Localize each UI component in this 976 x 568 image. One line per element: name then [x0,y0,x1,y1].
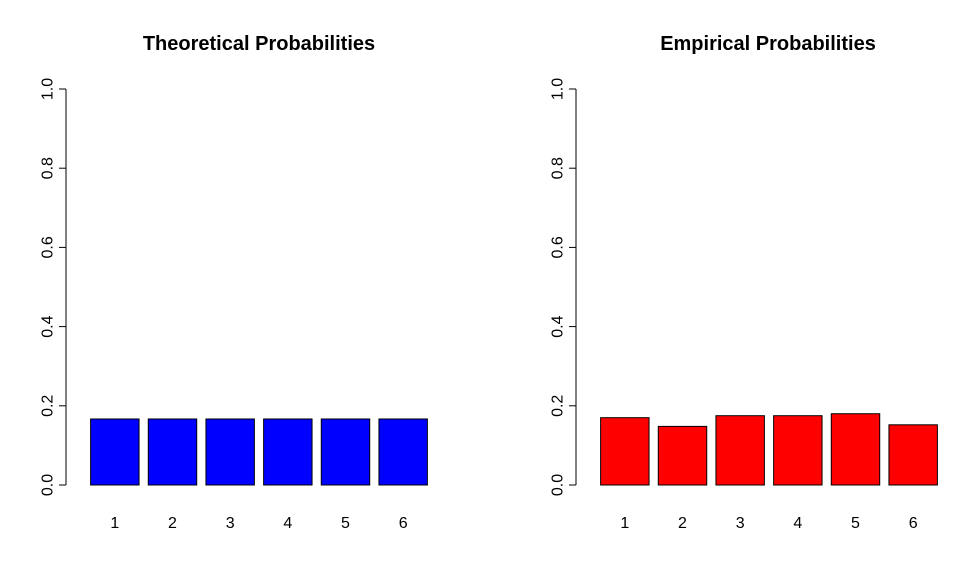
chart-title: Empirical Probabilities [660,33,876,55]
empirical-probabilities-chart: Empirical Probabilities 0.0 0.2 0.4 0.6 0.8 1.… [550,33,938,532]
y-tick-label: 0.4 [40,315,57,337]
y-tick-label: 0.0 [550,474,567,496]
y-tick-label: 0.6 [40,236,57,258]
x-tick-label: 2 [678,515,687,532]
bar-2 [147,418,198,486]
bar-4 [773,415,823,486]
x-tick-label: 1 [110,515,119,532]
bar-1 [600,417,650,486]
bar-2 [657,425,708,486]
x-tick-label: 5 [341,515,350,532]
y-tick-label: 0.4 [550,315,567,337]
theoretical-probabilities-chart: Theoretical Probabilities 0.0 0.2 0.4 0.6 0.8… [40,33,428,532]
chart-title: Theoretical Probabilities [143,33,375,55]
y-tick-label: 0.2 [40,395,57,417]
bar-3 [205,418,255,486]
x-tick-label: 3 [226,515,235,532]
y-tick-label: 0.6 [550,236,567,258]
bar-5 [830,413,881,486]
bar-4 [263,418,313,486]
x-tick-label: 2 [168,515,177,532]
y-tick-label: 1.0 [550,78,567,100]
bar-1 [90,418,140,486]
bar-6 [378,418,428,486]
y-tick-label: 0.8 [550,157,567,179]
x-tick-label: 4 [283,515,292,532]
x-tick-label: 6 [399,515,408,532]
bar-6 [888,424,938,486]
x-tick-label: 4 [793,515,802,532]
y-tick-label: 0.2 [550,395,567,417]
x-tick-label: 6 [909,515,918,532]
bar-3 [715,415,765,486]
y-tick-label: 1.0 [40,78,57,100]
x-tick-label: 3 [736,515,745,532]
y-tick-label: 0.0 [40,474,57,496]
y-tick-label: 0.8 [40,157,57,179]
x-tick-label: 1 [620,515,629,532]
x-tick-label: 5 [851,515,860,532]
bar-5 [320,418,371,486]
